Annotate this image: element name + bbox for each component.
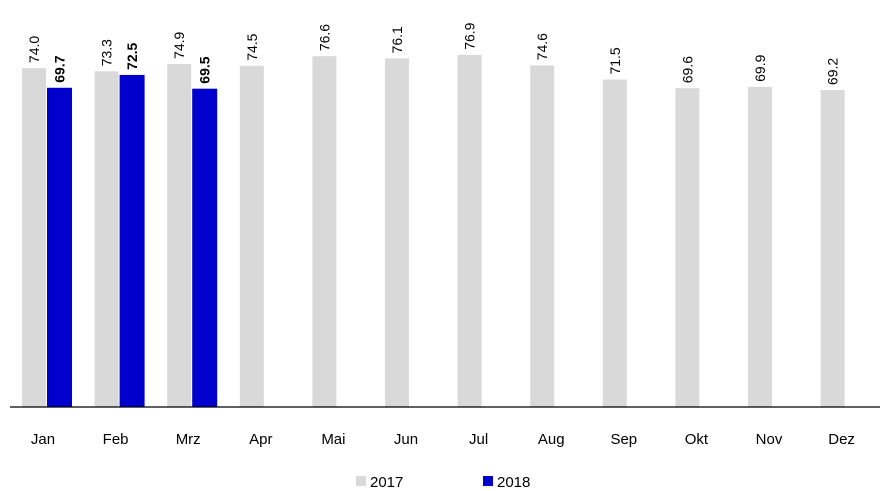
- value-label: 69.6: [679, 56, 695, 83]
- value-label: 69.7: [52, 55, 68, 82]
- legend-swatch: [356, 476, 366, 486]
- bar: [47, 87, 72, 408]
- legend-label: 2018: [497, 474, 530, 491]
- x-tick-label: Sep: [610, 431, 637, 448]
- bar: [22, 68, 46, 407]
- x-tick-label: Okt: [685, 431, 709, 448]
- x-tick-label: Jun: [394, 431, 418, 448]
- value-label: 76.1: [389, 26, 405, 53]
- value-label: 69.2: [825, 58, 841, 85]
- bar: [675, 88, 700, 408]
- value-label: 74.9: [171, 31, 187, 58]
- value-label: 76.6: [316, 24, 332, 51]
- legend-swatch: [483, 476, 493, 486]
- value-label: 72.5: [124, 42, 140, 69]
- value-label: 69.5: [197, 56, 213, 83]
- bar: [167, 63, 192, 407]
- bar: [530, 65, 555, 407]
- value-label: 74.0: [26, 36, 42, 63]
- bar: [94, 71, 119, 407]
- bar: [239, 65, 264, 407]
- bar: [602, 79, 627, 407]
- bar: [192, 88, 218, 407]
- value-label: 76.9: [462, 22, 478, 49]
- x-tick-label: Feb: [103, 431, 129, 448]
- x-tick-label: Mai: [321, 431, 345, 448]
- value-label: 74.6: [534, 33, 550, 60]
- value-label: 74.5: [244, 33, 260, 60]
- value-label: 69.9: [752, 54, 768, 81]
- x-tick-label: Jan: [31, 431, 55, 448]
- x-tick-label: Mrz: [176, 431, 201, 448]
- x-tick-label: Jul: [469, 431, 488, 448]
- x-tick-label: Nov: [756, 431, 783, 448]
- bar: [385, 58, 409, 407]
- bar: [119, 74, 145, 407]
- bar: [457, 54, 482, 407]
- x-tick-label: Dez: [828, 431, 855, 448]
- legend-label: 2017: [370, 474, 403, 491]
- value-label: 71.5: [607, 47, 623, 74]
- x-tick-label: Aug: [538, 431, 565, 448]
- bar: [312, 56, 337, 408]
- bar: [820, 90, 845, 408]
- x-tick-label: Apr: [249, 431, 272, 448]
- value-label: 73.3: [99, 39, 115, 66]
- bar: [748, 86, 772, 407]
